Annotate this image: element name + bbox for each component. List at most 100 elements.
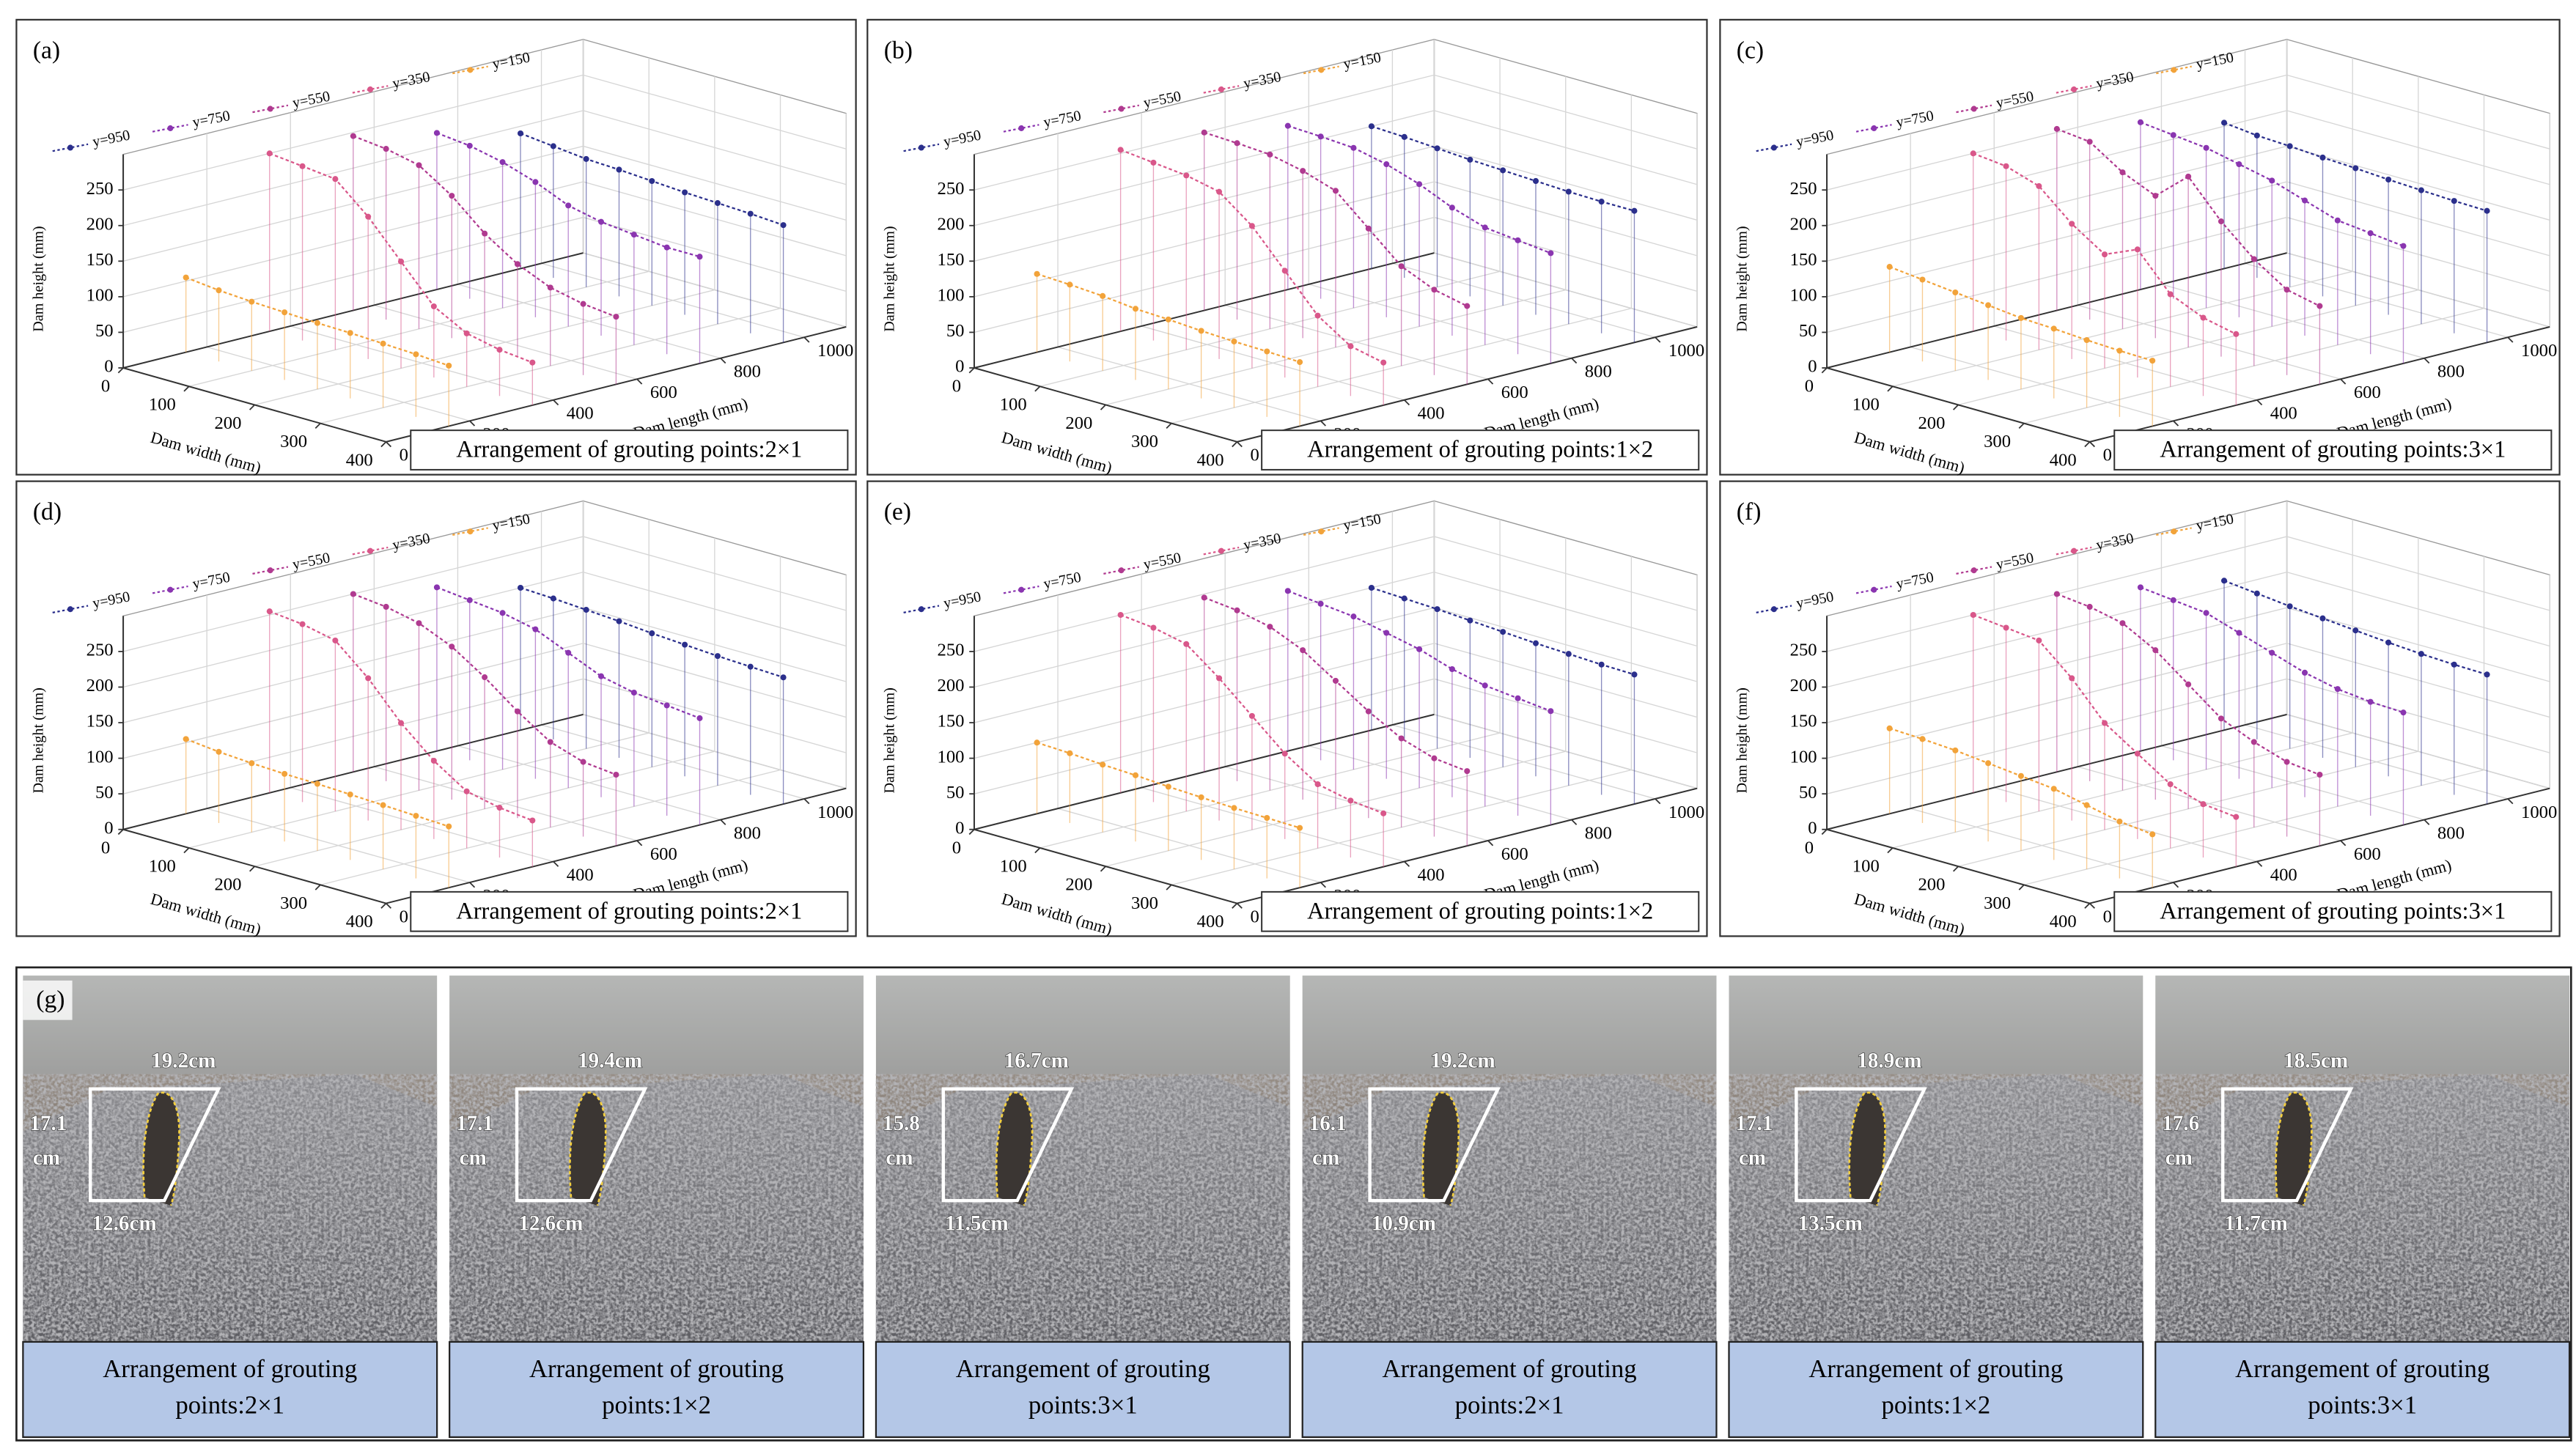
legend-marker [1218,547,1225,554]
tick-mark [1232,441,1238,448]
series [2137,119,2407,364]
series [2220,119,2490,343]
photo-caption-box [1301,1340,1718,1439]
point [1234,140,1240,147]
dimension-label: 19.2cm [1431,1050,1495,1073]
dimension-label: 17.1 [29,1112,67,1135]
width-tick-label: 0 [1805,377,1814,396]
length-tick-label: 600 [1501,844,1528,864]
tick-mark [1232,902,1238,909]
point [1300,168,1306,174]
measure-box [89,1087,221,1203]
tick-mark [1404,399,1410,406]
dimension-label: cm [886,1146,913,1170]
point [714,653,721,660]
point [1165,783,1171,790]
panel-label: (e) [884,498,911,525]
point [2319,615,2326,621]
point [1100,761,1106,768]
point [249,298,255,305]
width-tick-label: 300 [1984,893,2011,913]
legend-line [1103,566,1139,575]
panel-label: (d) [33,498,62,525]
photo-caption: points:2×1 [1455,1391,1564,1420]
point [630,232,637,238]
point [281,770,288,777]
width-tick-label: 100 [1000,856,1027,876]
point [2385,639,2392,646]
label-bg [23,980,73,1020]
width-tick-label: 400 [2050,912,2077,932]
legend-marker [67,144,73,151]
point [1380,810,1387,816]
point [2137,119,2143,125]
point [1297,825,1303,831]
grid-line [122,74,584,191]
point [1264,348,1270,355]
point [1565,651,1572,657]
legend-line [1203,546,1240,556]
point [1416,181,1423,188]
point [613,314,619,320]
legend-marker [918,606,924,613]
dimension-label: 12.6cm [92,1211,157,1235]
point [2203,144,2209,151]
point [397,720,405,726]
point [714,200,721,207]
tick-mark [2256,399,2263,406]
caption: Arrangement of grouting points:2×1 [456,898,802,924]
tick-mark [2507,336,2514,343]
tick-mark [1487,378,1494,385]
legend-line [452,65,488,75]
point [1332,188,1339,194]
series-line [436,586,700,719]
legend-line [2156,527,2192,536]
point [1952,747,1959,753]
tick-mark [720,819,726,825]
photo-caption: points:1×2 [602,1391,711,1420]
tick-mark [2173,882,2179,888]
legend-line [1756,143,1792,152]
point [1347,343,1354,350]
tick-mark [386,902,392,909]
height-tick-label: 200 [87,676,114,696]
point [1467,156,1473,163]
point [1198,794,1204,800]
point [2319,154,2326,161]
point [2251,739,2257,745]
point [1482,682,1488,689]
tank-glass [2155,975,2570,1074]
point [1515,237,1521,243]
width-tick-label: 0 [101,377,110,396]
height-tick-label: 200 [87,214,114,234]
photo-caption: Arrangement of grouting [1383,1354,1637,1383]
photo-caption: Arrangement of grouting [2235,1354,2489,1383]
point [1117,611,1124,619]
point [1970,611,1976,619]
point [1449,204,1455,211]
legend-marker [1318,67,1325,73]
point [1401,595,1407,602]
point [2137,584,2143,591]
width-tick-label: 0 [952,377,961,396]
photo-caption-box [22,1340,438,1439]
tick-mark [1821,829,1828,835]
caption-box [1261,429,1700,471]
point [281,309,288,316]
dimension-label: cm [460,1146,487,1170]
point [547,284,553,291]
height-tick-label: 200 [1790,676,1817,696]
point [2253,590,2260,597]
point [1100,292,1106,299]
point [1919,276,1926,283]
legend-marker [1770,144,1777,151]
tick-mark [1166,422,1172,429]
point [2086,139,2093,145]
point [747,210,754,217]
point [1150,624,1157,631]
point [2170,597,2176,603]
measure-box [515,1087,648,1203]
length-tick-label: 0 [2103,446,2112,465]
point [1201,129,1207,136]
